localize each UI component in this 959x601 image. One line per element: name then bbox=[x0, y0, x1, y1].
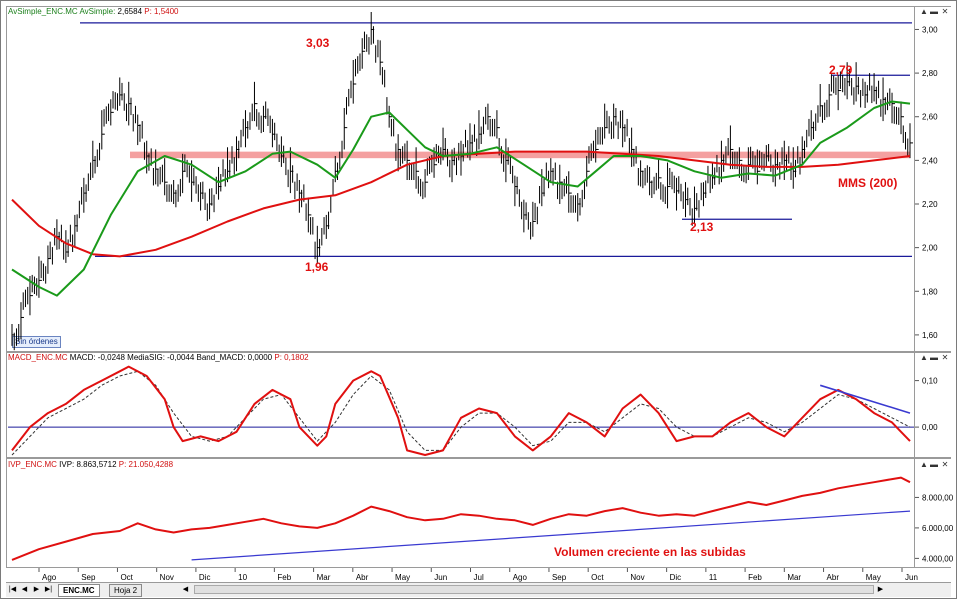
price-pane-minimize-icon[interactable]: ▬ bbox=[930, 7, 938, 16]
orders-badge[interactable]: Sin órdenes bbox=[12, 336, 61, 348]
scroll-right-icon[interactable]: ▶ bbox=[877, 586, 884, 593]
price-series-name: AvSimple_ENC.MC bbox=[8, 7, 78, 16]
last-sheet-icon[interactable]: ▶| bbox=[44, 586, 53, 593]
price-pane bbox=[6, 6, 915, 352]
price-pane-close-icon[interactable]: ✕ bbox=[941, 7, 949, 16]
ivp-pane-close-icon[interactable]: ✕ bbox=[941, 460, 949, 469]
ivp-series-name: IVP_ENC.MC bbox=[8, 460, 57, 469]
macd-pane-up-icon[interactable]: ▲ bbox=[920, 353, 928, 362]
macd-pane bbox=[6, 352, 915, 458]
macd-pane-close-icon[interactable]: ✕ bbox=[941, 353, 949, 362]
ivp-pane bbox=[6, 458, 915, 568]
price-indicator-value: 2,6584 bbox=[117, 7, 143, 16]
price-header: AvSimple_ENC.MC AvSimple: 2,6584 P: 1,54… bbox=[8, 7, 179, 17]
macd-axis bbox=[915, 352, 951, 458]
ivp-pane-up-icon[interactable]: ▲ bbox=[920, 460, 928, 469]
next-sheet-icon[interactable]: ▶ bbox=[33, 586, 40, 593]
ivp-values: IVP: 8.863,5712 bbox=[59, 460, 117, 469]
sheet-bar: |◀ ◀ ▶ ▶| ENC.MC Hoja 2 ◀ ▶ bbox=[6, 582, 951, 597]
macd-series-name: MACD_ENC.MC bbox=[8, 353, 68, 362]
ivp-p-value: P: 21.050,4288 bbox=[118, 460, 174, 469]
tab-hoja-2[interactable]: Hoja 2 bbox=[109, 584, 143, 597]
macd-p-value: P: 0,1802 bbox=[274, 353, 309, 362]
prev-sheet-icon[interactable]: ◀ bbox=[21, 586, 28, 593]
price-p-value: P: 1,5400 bbox=[144, 7, 179, 16]
ivp-axis bbox=[915, 458, 951, 568]
macd-values: MACD: -0,0248 MediaSIG: -0,0044 Band_MAC… bbox=[69, 353, 273, 362]
ivp-pane-minimize-icon[interactable]: ▬ bbox=[930, 460, 938, 469]
first-sheet-icon[interactable]: |◀ bbox=[8, 586, 17, 593]
tab-enc-mc[interactable]: ENC.MC bbox=[58, 584, 100, 597]
scroll-left-icon[interactable]: ◀ bbox=[182, 586, 189, 593]
macd-header: MACD_ENC.MC MACD: -0,0248 MediaSIG: -0,0… bbox=[8, 353, 309, 363]
horizontal-scrollbar[interactable] bbox=[194, 585, 874, 594]
price-axis bbox=[915, 6, 951, 352]
macd-pane-minimize-icon[interactable]: ▬ bbox=[930, 353, 938, 362]
ivp-header: IVP_ENC.MC IVP: 8.863,5712 P: 21.050,428… bbox=[8, 460, 173, 470]
price-pane-up-icon[interactable]: ▲ bbox=[920, 7, 928, 16]
price-indicator-label: AvSimple: bbox=[79, 7, 116, 16]
